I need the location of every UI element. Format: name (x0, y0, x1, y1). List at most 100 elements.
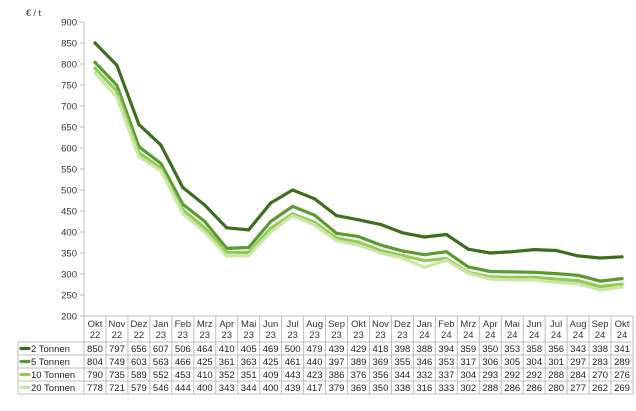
data-point (334, 214, 339, 218)
x-tick-label: 23 (156, 330, 167, 341)
data-label: 293 (482, 370, 498, 381)
data-point (247, 253, 251, 258)
data-label: 603 (131, 357, 147, 368)
data-point (203, 203, 207, 207)
data-point (313, 197, 317, 201)
x-tick-label: Jul (550, 319, 562, 330)
data-point (466, 271, 470, 275)
data-label: 386 (329, 370, 345, 381)
legend-label: 5 Tonnen (31, 357, 70, 368)
data-point (203, 230, 207, 234)
data-label: 397 (329, 357, 345, 368)
data-point (598, 279, 602, 283)
legend-label: 20 Tonnen (31, 383, 75, 394)
y-tick-label: 500 (61, 186, 77, 197)
data-point (620, 285, 624, 289)
data-label: 276 (614, 370, 630, 381)
x-tick-label: Sep (328, 319, 345, 330)
data-point (554, 277, 558, 281)
data-label: 398 (394, 344, 410, 355)
data-point (159, 143, 163, 147)
legend-label: 2 Tonnen (31, 344, 70, 355)
data-point (576, 273, 580, 277)
data-label: 563 (153, 357, 169, 368)
data-label: 358 (526, 344, 542, 355)
data-point (334, 239, 339, 243)
data-label: 607 (153, 344, 169, 355)
x-tick-label: 23 (331, 330, 342, 341)
data-point (510, 270, 514, 274)
data-label: 423 (307, 370, 323, 381)
data-point (422, 265, 426, 269)
x-tick-label: 23 (221, 330, 232, 341)
data-label: 369 (373, 357, 389, 368)
data-label: 735 (109, 370, 125, 381)
data-label: 405 (241, 344, 257, 355)
legend-marker (23, 359, 27, 364)
x-tick-label: Nov (108, 319, 125, 330)
data-point (115, 83, 119, 87)
legend-label: 10 Tonnen (31, 370, 75, 381)
data-point (554, 248, 558, 253)
data-point (422, 259, 426, 263)
x-tick-label: 22 (90, 330, 101, 341)
data-label: 355 (394, 357, 410, 368)
data-label: 343 (219, 383, 235, 394)
data-label: 388 (416, 344, 432, 355)
data-label: 341 (614, 344, 630, 355)
data-point (554, 272, 558, 276)
data-label: 369 (351, 383, 367, 394)
data-point (400, 249, 404, 253)
data-point (532, 278, 536, 282)
data-point (532, 270, 536, 274)
y-axis: 200 250 300 350 400 450 500 550 600 650 700 750 800 8… (61, 18, 85, 323)
data-point (576, 282, 580, 286)
data-label: 400 (263, 383, 279, 394)
x-tick-label: 24 (551, 330, 562, 341)
data-point (181, 211, 185, 216)
data-point (334, 231, 339, 235)
data-point (269, 201, 273, 205)
y-tick-label: 600 (61, 144, 77, 155)
x-tick-label: 23 (309, 330, 320, 341)
data-label: 283 (592, 357, 608, 368)
data-point (313, 213, 317, 217)
data-label: 552 (153, 370, 169, 381)
data-point (400, 231, 404, 235)
data-point (422, 253, 426, 257)
data-point (269, 219, 273, 224)
x-tick-label: 23 (287, 330, 298, 341)
data-point (93, 66, 97, 70)
data-label: 346 (416, 357, 432, 368)
x-tick-label: 24 (485, 330, 496, 341)
legend-marker (23, 385, 27, 390)
x-tick-label: 23 (265, 330, 276, 341)
x-tick-label: Nov (372, 319, 389, 330)
data-point (620, 277, 624, 281)
data-label: 506 (175, 344, 191, 355)
x-tick-label: Aug (570, 319, 587, 330)
data-label: 297 (570, 357, 586, 368)
data-point (356, 240, 361, 244)
data-label: 280 (548, 383, 564, 394)
data-point (598, 285, 602, 289)
data-point (137, 122, 141, 127)
legend-marker (23, 372, 27, 377)
data-label: 440 (307, 357, 323, 368)
x-tick-label: 24 (463, 330, 474, 341)
x-tick-label: Dez (394, 319, 411, 330)
data-point (137, 155, 141, 159)
data-point (225, 226, 229, 230)
data-label: 304 (460, 370, 476, 381)
series-line-20-tonnen (93, 71, 624, 292)
data-label: 332 (416, 370, 432, 381)
data-point (269, 230, 273, 234)
data-label: 363 (241, 357, 257, 368)
data-label: 464 (197, 344, 213, 355)
data-point (356, 243, 361, 247)
data-label: 269 (614, 383, 630, 394)
data-label: 394 (438, 344, 454, 355)
x-tick-label: Jul (287, 319, 299, 330)
y-tick-label: 400 (61, 228, 77, 239)
